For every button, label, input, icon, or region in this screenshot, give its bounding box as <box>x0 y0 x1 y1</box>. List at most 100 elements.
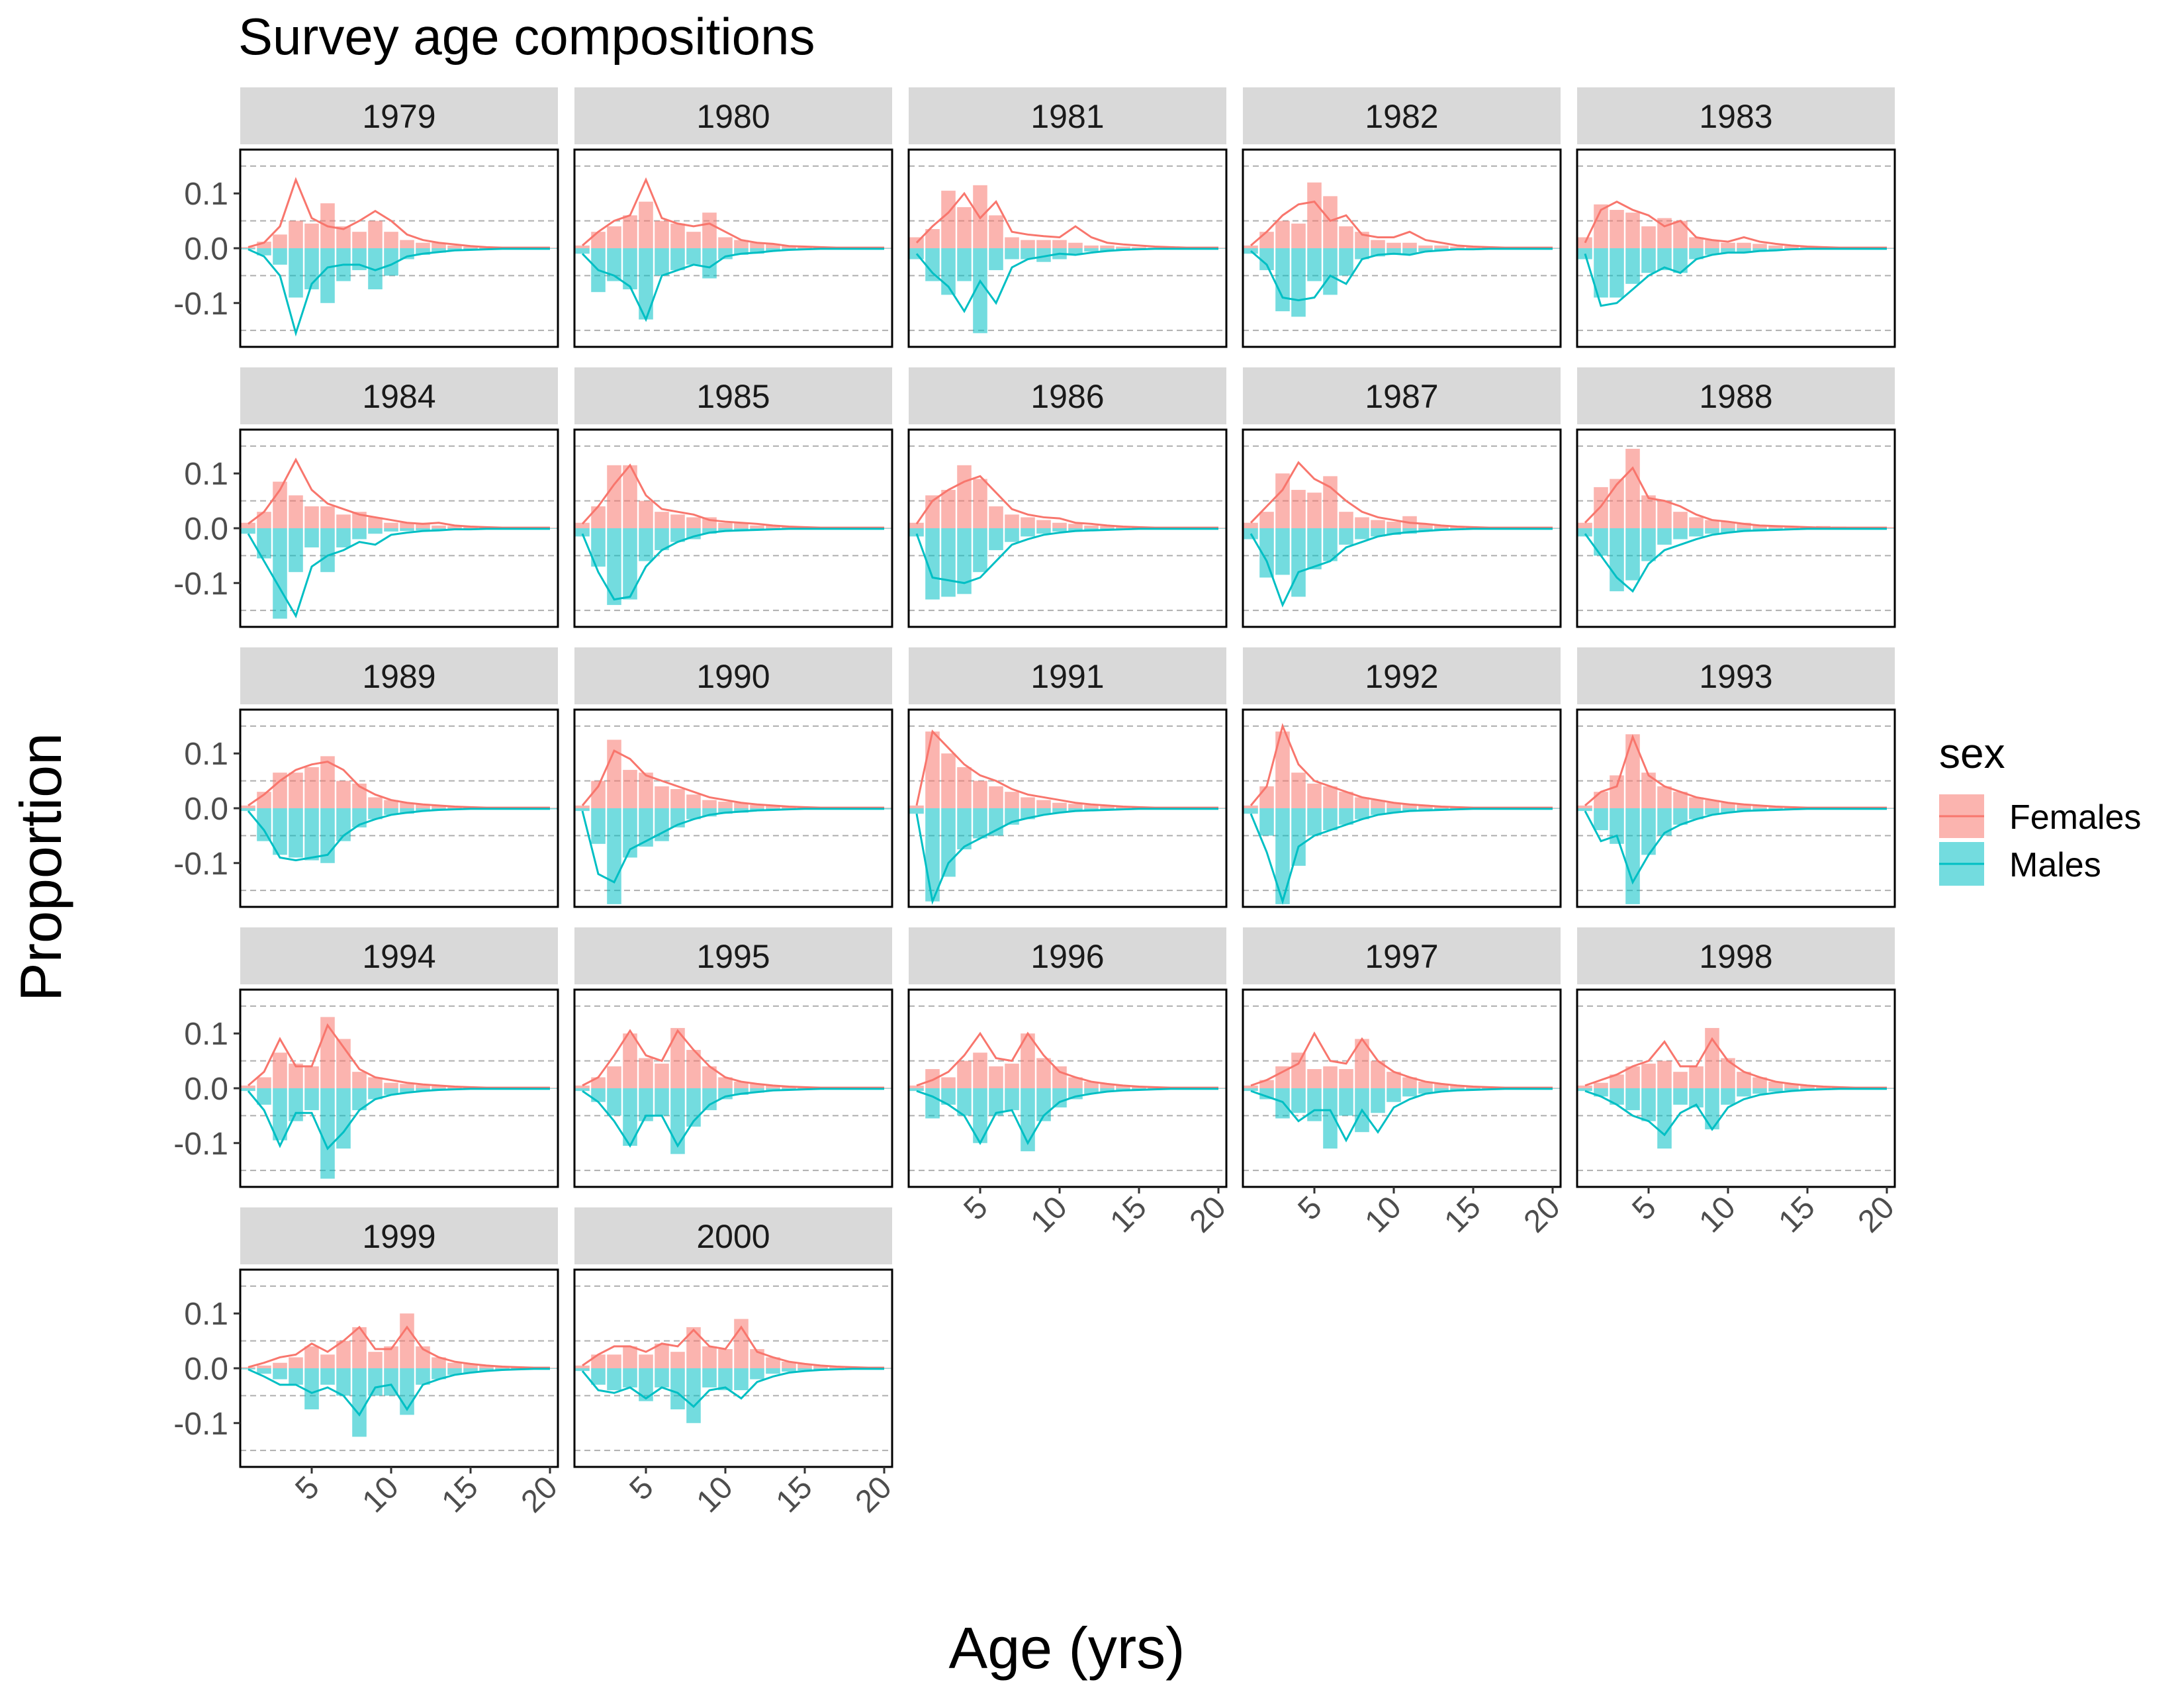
female-bar <box>702 212 717 248</box>
female-bar <box>1625 448 1640 528</box>
male-bar <box>1625 1088 1640 1111</box>
female-fit-line <box>1250 723 1553 809</box>
facet-panel-1991: 1991 <box>907 647 1228 908</box>
facet-strip-label: 1999 <box>362 1218 435 1255</box>
male-bar <box>304 1088 319 1111</box>
female-bar <box>1052 1066 1067 1088</box>
male-bar <box>289 1368 303 1385</box>
facet-strip <box>1243 367 1561 424</box>
female-bar <box>304 1346 319 1368</box>
female-bar <box>400 522 414 528</box>
female-bar <box>1275 1066 1290 1088</box>
male-bar <box>1275 248 1290 312</box>
female-bar <box>591 506 606 528</box>
female-bar <box>1737 1072 1751 1088</box>
female-bar <box>1800 247 1815 248</box>
male-bar <box>1052 1088 1067 1107</box>
male-bar <box>1291 248 1306 317</box>
female-bar <box>1689 237 1704 248</box>
male-bar <box>989 808 1003 836</box>
male-fit-line <box>1250 248 1553 302</box>
male-bar <box>655 808 669 841</box>
male-bar <box>1021 528 1035 537</box>
legend-entry-females: Females <box>1939 794 2141 838</box>
female-bar <box>1036 1058 1051 1088</box>
male-bar <box>670 528 685 542</box>
facet-strip <box>909 367 1226 424</box>
female-bar <box>623 1033 637 1088</box>
female-bar <box>289 1063 303 1088</box>
male-fit-line <box>1584 248 1887 307</box>
facet-strip-label: 1979 <box>362 98 435 135</box>
male-bar <box>1323 528 1338 561</box>
female-bar <box>575 245 590 248</box>
male-bar <box>909 528 924 537</box>
male-bar <box>607 1088 621 1116</box>
facet-strip <box>1577 87 1895 144</box>
male-bar <box>1259 1088 1274 1100</box>
female-bar <box>670 1027 685 1088</box>
female-bar <box>1402 242 1417 248</box>
female-bar <box>384 232 398 248</box>
female-bar <box>909 805 924 808</box>
female-bar <box>400 1084 414 1088</box>
female-bar <box>1641 773 1656 808</box>
male-bar <box>734 808 749 813</box>
y-tick-label: -0.1 <box>173 847 228 882</box>
female-bar <box>336 226 351 248</box>
female-bar <box>989 786 1003 808</box>
male-bar <box>1578 1088 1592 1092</box>
male-bar <box>368 528 383 534</box>
female-fit-line <box>915 191 1218 249</box>
female-bar <box>1275 220 1290 248</box>
male-bar <box>1100 248 1115 252</box>
male-bar <box>1721 248 1735 253</box>
legend-label: Females <box>2009 798 2141 837</box>
male-bar <box>1084 528 1099 531</box>
male-bar <box>304 528 319 547</box>
facet-panel-1985: 1985 <box>573 367 893 628</box>
female-bar <box>1068 524 1083 528</box>
male-bar <box>416 1368 430 1385</box>
facet-strip <box>1243 87 1561 144</box>
male-bar <box>1450 1088 1465 1091</box>
female-bar <box>1737 804 1751 808</box>
panel-border <box>573 428 893 628</box>
panel-border <box>573 988 893 1188</box>
female-bar <box>909 522 924 528</box>
female-bar <box>257 242 271 248</box>
male-fit-line <box>1250 528 1553 608</box>
facet-strip-label: 2000 <box>696 1218 770 1255</box>
female-bar <box>607 1066 621 1088</box>
female-bar <box>1387 802 1401 808</box>
legend-entry-males: Males <box>1939 842 2101 886</box>
male-bar <box>1291 808 1306 866</box>
female-bar <box>1434 525 1449 528</box>
male-bar <box>368 248 383 290</box>
male-bar <box>273 808 287 855</box>
female-bar <box>1705 240 1719 248</box>
male-bar <box>1594 248 1608 298</box>
female-bar <box>718 1349 733 1368</box>
facet-panel-1984: 1984 0.1 0.0 -0.1 <box>173 367 559 628</box>
facet-strip <box>240 647 558 704</box>
x-axis-title: Age (yrs) <box>949 1615 1185 1681</box>
panel-border <box>1576 988 1896 1188</box>
panel-border <box>907 428 1228 628</box>
male-bar <box>1705 248 1719 255</box>
female-bar <box>257 1077 271 1088</box>
female-bar <box>623 215 637 248</box>
female-bar <box>1578 805 1592 808</box>
female-bar <box>384 1082 398 1088</box>
male-bar <box>1402 1088 1417 1097</box>
male-bar <box>273 1368 287 1380</box>
female-bar <box>241 1085 255 1088</box>
facet-strip-label: 1995 <box>696 938 770 975</box>
male-bar <box>1371 1088 1385 1113</box>
male-bar <box>352 528 367 539</box>
male-bar <box>241 1368 255 1370</box>
female-bar <box>639 201 653 248</box>
male-bar <box>957 528 972 594</box>
male-bar <box>1625 528 1640 581</box>
